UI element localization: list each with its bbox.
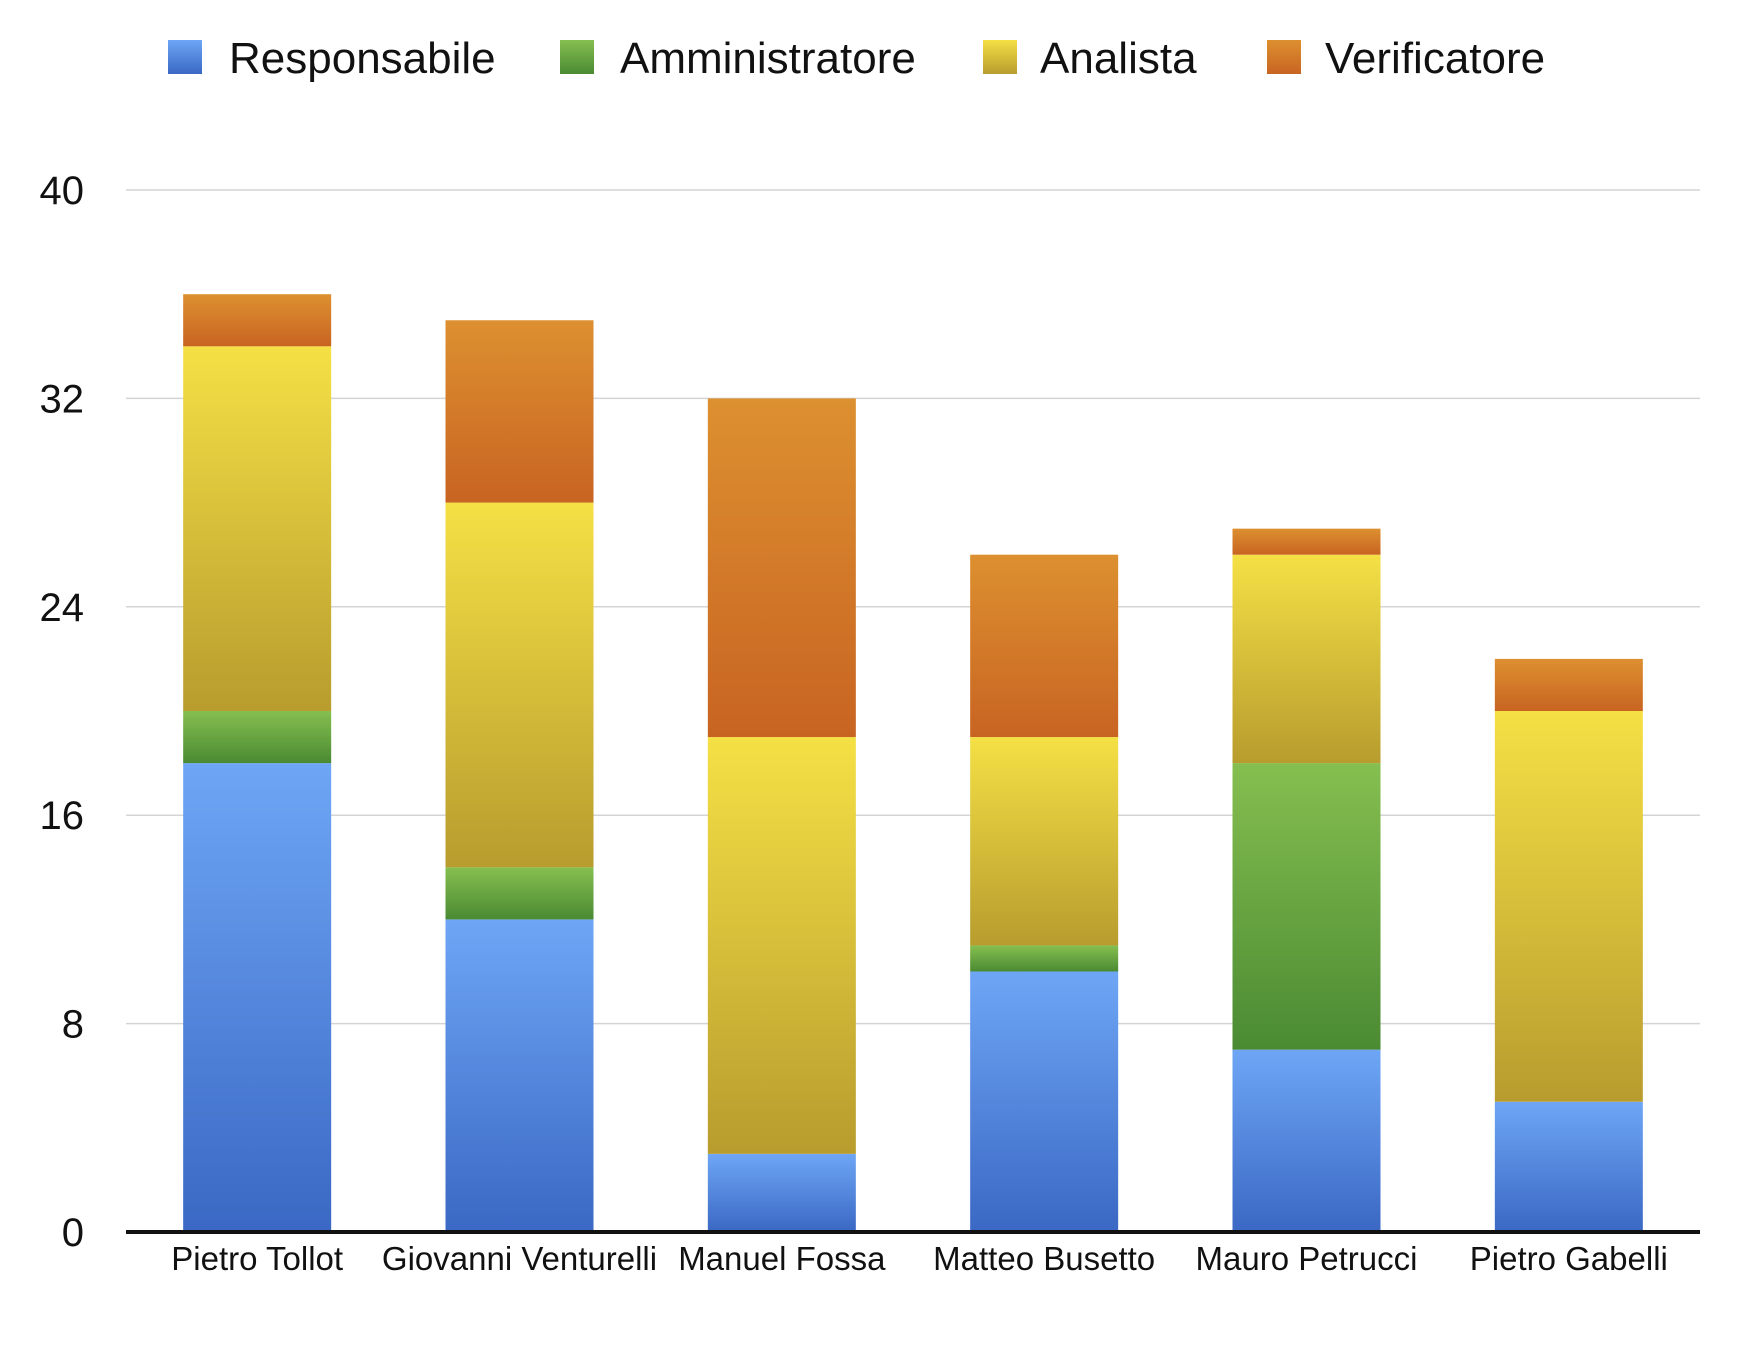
x-category-label: Manuel Fossa <box>678 1240 886 1277</box>
y-tick-label: 24 <box>40 586 85 630</box>
x-category-label: Pietro Gabelli <box>1470 1240 1668 1277</box>
bar-segment-responsabile <box>1232 1049 1381 1232</box>
bar-segment-responsabile <box>970 971 1119 1232</box>
bar-segment-verificatore <box>970 554 1119 738</box>
axes: 0 8 16 24 32 40 Pietro Tollot Giovanni Venturel… <box>40 169 1700 1277</box>
legend-item-amministratore: Amministratore <box>560 34 916 83</box>
y-tick-label: 32 <box>40 377 85 421</box>
bar-segment-responsabile <box>1494 1101 1643 1232</box>
bars <box>183 294 1643 1232</box>
bar-segment-analista <box>1232 554 1381 764</box>
legend-item-verificatore: Verificatore <box>1267 34 1545 83</box>
legend-item-responsabile: Responsabile <box>168 34 496 83</box>
bar-segment-responsabile <box>445 919 594 1232</box>
bar-segment-verificatore <box>1494 658 1643 711</box>
bar-segment-amministratore <box>445 867 594 920</box>
bar-segment-amministratore <box>183 711 332 764</box>
bar-segment-verificatore <box>445 320 594 503</box>
x-category-label: Giovanni Venturelli <box>382 1240 657 1277</box>
bar-segment-amministratore <box>1232 763 1381 1050</box>
legend-label: Responsabile <box>229 34 496 83</box>
legend-item-analista: Analista <box>983 34 1197 83</box>
legend: Responsabile Amministratore Analista Verifi… <box>168 34 1545 83</box>
legend-swatch <box>1267 40 1301 74</box>
x-category-label: Pietro Tollot <box>171 1240 343 1277</box>
bar-segment-analista <box>183 346 332 711</box>
legend-swatch <box>168 40 202 74</box>
legend-label: Analista <box>1040 34 1197 83</box>
legend-swatch <box>983 40 1017 74</box>
y-tick-label: 40 <box>40 169 85 213</box>
bar-segment-verificatore <box>1232 528 1381 555</box>
bar-segment-analista <box>970 737 1119 946</box>
x-category-label: Mauro Petrucci <box>1196 1240 1418 1277</box>
legend-swatch <box>560 40 594 74</box>
bar-segment-analista <box>1494 711 1643 1102</box>
bar-segment-amministratore <box>970 945 1119 972</box>
legend-label: Verificatore <box>1325 34 1545 83</box>
bar-segment-analista <box>445 502 594 868</box>
gridlines <box>126 189 1700 1025</box>
bar-segment-verificatore <box>183 294 332 347</box>
bar-segment-responsabile <box>707 1153 856 1232</box>
bar-segment-verificatore <box>707 398 856 738</box>
bar-segment-analista <box>707 737 856 1154</box>
x-category-label: Matteo Busetto <box>933 1240 1155 1277</box>
y-tick-label: 16 <box>40 794 85 838</box>
y-tick-label: 0 <box>62 1211 84 1255</box>
legend-label: Amministratore <box>620 34 916 83</box>
y-tick-label: 8 <box>62 1003 84 1047</box>
bar-segment-responsabile <box>183 763 332 1232</box>
